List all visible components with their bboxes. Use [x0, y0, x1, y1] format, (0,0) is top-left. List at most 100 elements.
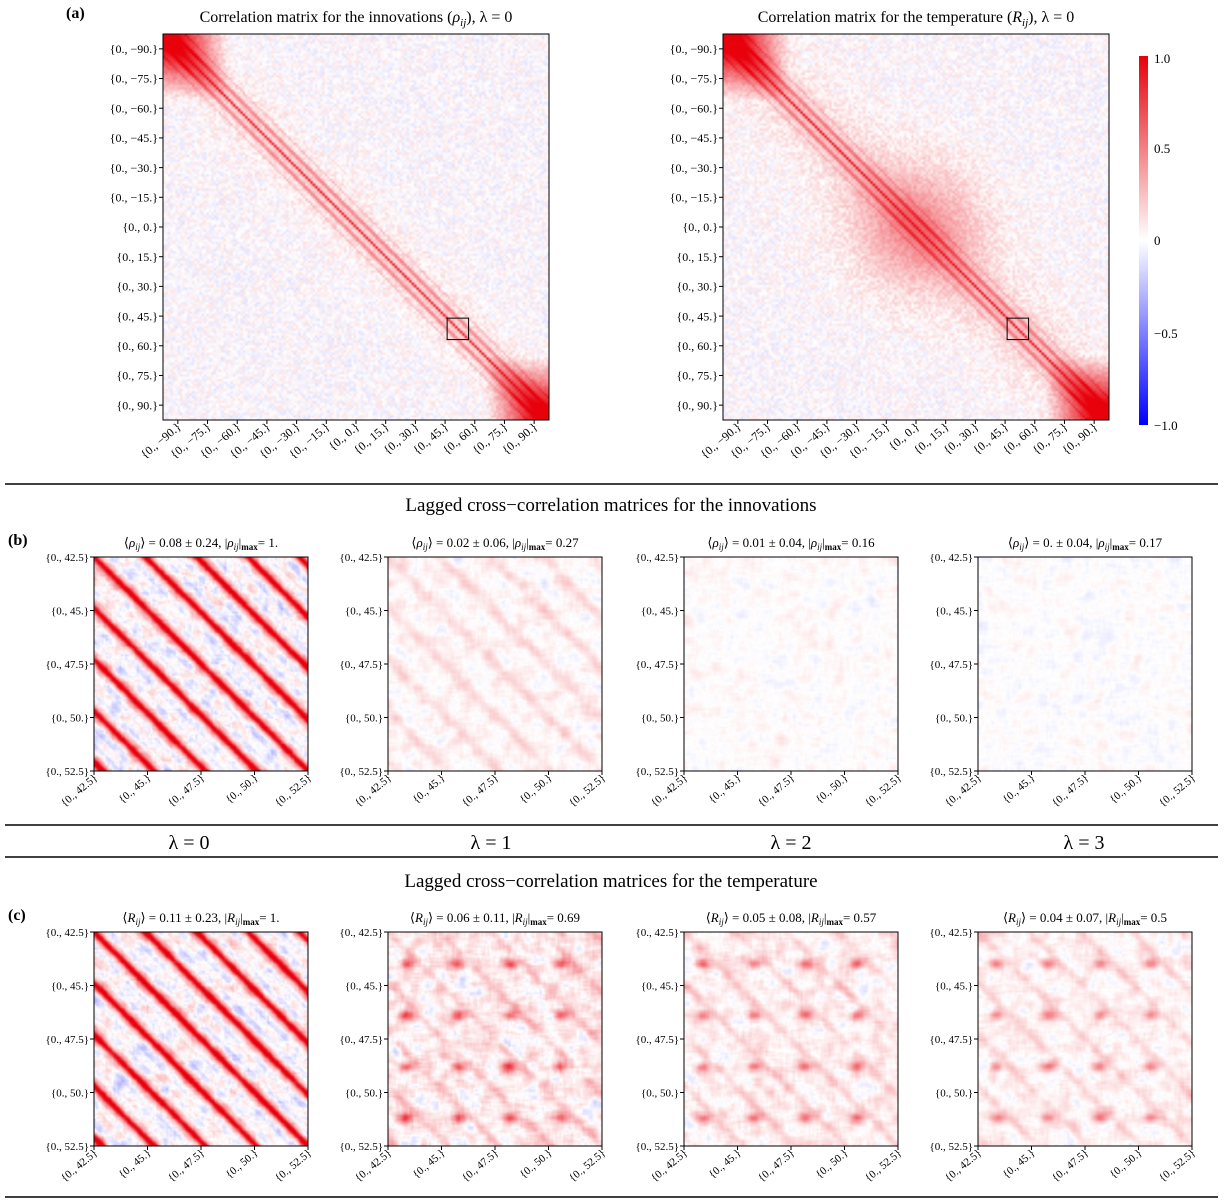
y-tick-label: {0., 45.} [51, 605, 89, 617]
y-tick-label: {0., 47.5} [929, 1034, 973, 1046]
y-tick-label: {0., 45.} [935, 605, 973, 617]
x-tick-label: {0., 50.} [1108, 1147, 1145, 1181]
y-tick-label: {0., 90.} [116, 398, 158, 412]
x-tick-label: {0., 52.5} [1157, 1147, 1198, 1184]
zoom-box [1006, 317, 1030, 341]
zoom-box [446, 317, 470, 341]
x-tick-label: {0., 50.} [518, 1147, 555, 1181]
x-tick-label: {0., 52.5} [1157, 772, 1198, 809]
colorbar-tick-label: 0.5 [1154, 141, 1170, 156]
heatmap-title: Correlation matrix for the temperature (… [758, 9, 1075, 29]
y-tick-label: {0., 15.} [676, 250, 718, 264]
heatmap-c-lag0: ⟨Rij⟩ = 0.11 ± 0.23, |Rij|max= 1. {0., 42… [45, 910, 313, 1184]
y-tick-label: {0., 45.} [935, 980, 973, 992]
y-tick-label: {0., 45.} [676, 309, 718, 323]
y-tick-label: {0., 75.} [676, 369, 718, 383]
y-tick-label: {0., 45.} [116, 309, 158, 323]
y-tick-label: {0., 42.5} [45, 927, 89, 939]
x-tick-label: {0., 47.5} [166, 772, 207, 809]
y-tick-label: {0., 60.} [676, 339, 718, 353]
x-tick-label: {0., 47.5} [460, 772, 501, 809]
heatmap-a-innovations: Correlation matrix for the innovations (… [110, 9, 550, 461]
colorbar-tick-label: −1.0 [1154, 418, 1178, 433]
y-tick-label: {0., −45.} [110, 131, 158, 145]
x-tick-label: {0., 50.} [1108, 772, 1145, 806]
heatmap-title: ⟨Rij⟩ = 0.04 ± 0.07, |Rij|max= 0.5 [1003, 910, 1167, 927]
y-tick-label: {0., −90.} [670, 42, 718, 56]
lambda-label: λ = 2 [771, 832, 812, 854]
panel-letter-c: (c) [8, 907, 26, 924]
lambda-label: λ = 3 [1064, 832, 1105, 854]
y-tick-label: {0., 0.} [122, 220, 158, 234]
colorbar-gradient [1139, 56, 1148, 425]
y-tick-label: {0., 47.5} [339, 1034, 383, 1046]
y-tick-label: {0., 47.5} [45, 1034, 89, 1046]
y-tick-label: {0., 45.} [641, 605, 679, 617]
y-tick-label: {0., 42.5} [929, 552, 973, 564]
y-tick-label: {0., 30.} [116, 280, 158, 294]
heatmap-b-lag2: ⟨ρij⟩ = 0.01 ± 0.04, |ρij|max= 0.16 {0., … [635, 535, 903, 809]
colorbar-max-label: 1.0 [1154, 51, 1170, 66]
y-tick-label: {0., 42.5} [339, 552, 383, 564]
y-tick-label: {0., 50.} [935, 1087, 973, 1099]
x-tick-label: {0., 47.5} [166, 1147, 207, 1184]
y-tick-label: {0., 75.} [116, 369, 158, 383]
heatmap-title: ⟨Rij⟩ = 0.11 ± 0.23, |Rij|max= 1. [122, 910, 279, 927]
matrix-image [163, 34, 549, 420]
x-tick-label: {0., 45.} [1001, 1147, 1038, 1181]
y-tick-label: {0., 30.} [676, 280, 718, 294]
colorbar: 1.0 0.5 0 −0.5 −1.0 [1139, 51, 1178, 433]
x-tick-label: {0., 52.5} [863, 772, 904, 809]
y-tick-label: {0., 42.5} [635, 927, 679, 939]
y-tick-label: {0., 52.5} [929, 766, 973, 778]
y-tick-label: {0., 47.5} [339, 659, 383, 671]
y-tick-label: {0., −60.} [110, 101, 158, 115]
y-tick-label: {0., 42.5} [635, 552, 679, 564]
x-tick-label: {0., 52.5} [273, 1147, 314, 1184]
matrix-image [94, 557, 308, 771]
colorbar-tick-label: −0.5 [1154, 326, 1178, 341]
y-tick-label: {0., −90.} [110, 42, 158, 56]
heatmap-title: ⟨Rij⟩ = 0.06 ± 0.11, |Rij|max= 0.69 [410, 910, 580, 927]
heatmap-b-lag3: ⟨ρij⟩ = 0. ± 0.04, |ρij|max= 0.17 {0., 42… [929, 535, 1197, 809]
x-tick-label: {0., 45.} [1001, 772, 1038, 806]
y-tick-label: {0., 42.5} [45, 552, 89, 564]
x-tick-label: {0., 45.} [117, 1147, 154, 1181]
panel-letter-a: (a) [66, 5, 85, 22]
matrix-image [978, 932, 1192, 1146]
heatmap-b-lag1: ⟨ρij⟩ = 0.02 ± 0.06, |ρij|max= 0.27 {0., … [339, 535, 607, 809]
matrix-image [978, 557, 1192, 771]
heatmap-a-temperature: Correlation matrix for the temperature (… [670, 9, 1110, 461]
x-tick-label: {0., 47.5} [756, 772, 797, 809]
x-tick-label: {0., 47.5} [756, 1147, 797, 1184]
y-tick-label: {0., 50.} [641, 1087, 679, 1099]
matrix-image [94, 932, 308, 1146]
y-tick-label: {0., 52.5} [339, 1141, 383, 1153]
y-tick-label: {0., 50.} [935, 712, 973, 724]
y-tick-label: {0., 42.5} [339, 927, 383, 939]
y-tick-label: {0., 47.5} [929, 659, 973, 671]
x-tick-label: {0., 52.5} [273, 772, 314, 809]
heatmap-title: ⟨ρij⟩ = 0. ± 0.04, |ρij|max= 0.17 [1008, 535, 1163, 552]
x-tick-label: {0., 45.} [411, 1147, 448, 1181]
x-tick-label: {0., 52.5} [863, 1147, 904, 1184]
x-tick-label: {0., 47.5} [1050, 1147, 1091, 1184]
matrix-image [684, 932, 898, 1146]
y-tick-label: {0., 45.} [345, 605, 383, 617]
x-tick-label: {0., 50.} [814, 772, 851, 806]
y-tick-label: {0., 52.5} [635, 766, 679, 778]
heatmap-title: ⟨Rij⟩ = 0.05 ± 0.08, |Rij|max= 0.57 [706, 910, 877, 927]
heatmap-title: ⟨ρij⟩ = 0.02 ± 0.06, |ρij|max= 0.27 [411, 535, 579, 552]
matrix-image [684, 557, 898, 771]
x-tick-label: {0., 47.5} [460, 1147, 501, 1184]
section-title-innovations: Lagged cross−correlation matrices for th… [405, 495, 816, 516]
y-tick-label: {0., 45.} [641, 980, 679, 992]
matrix-image [723, 34, 1109, 420]
y-tick-label: {0., 50.} [345, 712, 383, 724]
y-tick-label: {0., 47.5} [635, 1034, 679, 1046]
lambda-label: λ = 0 [169, 832, 210, 854]
heatmap-c-lag1: ⟨Rij⟩ = 0.06 ± 0.11, |Rij|max= 0.69 {0., … [339, 910, 607, 1184]
x-tick-label: {0., 50.} [518, 772, 555, 806]
heatmap-b-lag0: ⟨ρij⟩ = 0.08 ± 0.24, |ρij|max= 1. {0., 42… [45, 535, 313, 809]
y-tick-label: {0., 52.5} [635, 1141, 679, 1153]
